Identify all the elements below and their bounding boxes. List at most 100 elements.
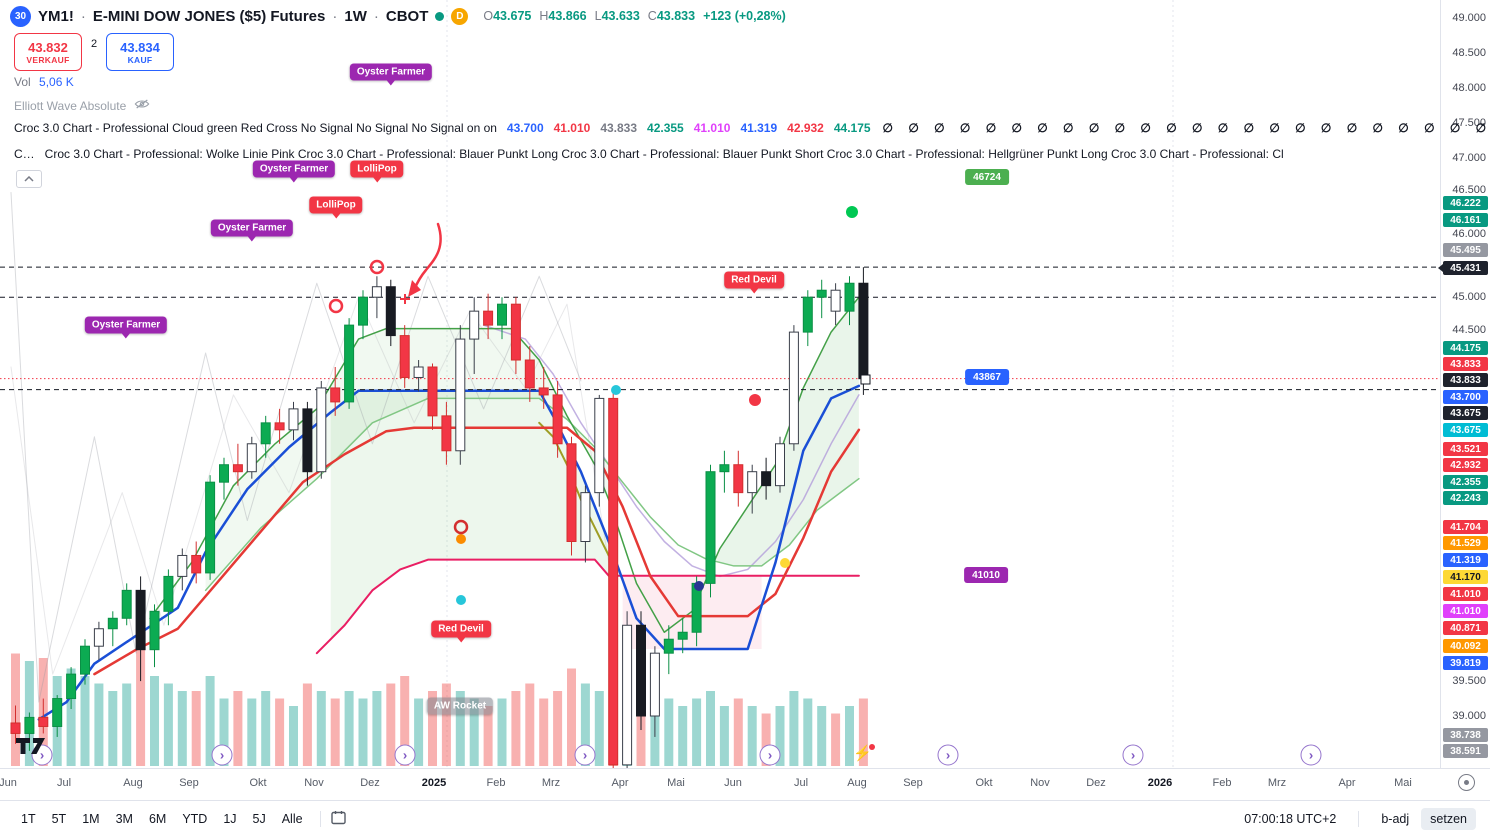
candle-body [816, 289, 827, 298]
candle-body [24, 716, 35, 734]
chart-label-tag[interactable]: Oyster Farmer [252, 160, 336, 183]
price-axis-label: 48.500 [1452, 47, 1486, 59]
volume-bar [205, 676, 215, 766]
price-axis-label: 44.500 [1452, 324, 1486, 336]
time-axis[interactable]: Jun Jul Aug Sep Okt Nov Dez 2025 Feb Mrz Apr Mai Jun… [0, 768, 1490, 800]
range-button-5T[interactable]: 5T [51, 811, 67, 826]
interval-button[interactable]: 1W [344, 7, 367, 25]
calendar-icon[interactable] [330, 810, 346, 828]
realtime-lightning-icon[interactable]: ⚡ [853, 745, 872, 762]
symbol-name[interactable]: YM1! [38, 7, 74, 25]
volume-bar [789, 691, 799, 766]
indicator-elliott-title: Elliott Wave Absolute [14, 98, 127, 113]
signal-circle [328, 298, 344, 314]
range-button-Alle[interactable]: Alle [281, 811, 303, 826]
bottom-toolbar: 1T 5T 1M 3M 6M YTD 1J 5J Alle 07:00:18 UTC+2 b-a… [0, 800, 1490, 836]
symbol-description[interactable]: E-MINI DOW JONES ($5) Futures [92, 7, 326, 25]
volume-bar [469, 698, 479, 766]
chart-canvas[interactable] [0, 0, 1440, 768]
toolbar-divider [1358, 810, 1360, 827]
chart-label-tag[interactable]: Oyster Farmer [84, 316, 168, 339]
jump-arrow-button[interactable]: › [211, 744, 233, 766]
price-axis-chip: 41.529 [1443, 536, 1488, 550]
close-value: 43.833 [656, 9, 696, 23]
candle-body [788, 331, 799, 445]
volume-bar [219, 698, 229, 766]
candle-body [219, 464, 229, 483]
tradingview-logo[interactable] [14, 736, 48, 760]
signal-dot [611, 385, 621, 395]
candle-body [705, 471, 716, 584]
collapse-indicators-button[interactable] [16, 170, 42, 188]
volume-bar [706, 691, 715, 766]
range-button-1J[interactable]: 1J [223, 811, 237, 826]
candle-body [38, 716, 49, 727]
candle-body [802, 296, 813, 333]
price-axis-label: 47.000 [1452, 152, 1486, 164]
volume-bar [344, 691, 354, 766]
open-value: 43.675 [493, 9, 532, 23]
title-separator: · [373, 7, 379, 25]
axis-target-icon[interactable] [1458, 774, 1475, 791]
indicator-croc-row[interactable]: Croc 3.0 Chart - Professional Cloud gree… [14, 121, 1490, 135]
time-axis-label: Nov [304, 777, 324, 789]
chart-label-tag[interactable]: LolliPop [309, 196, 363, 219]
time-axis-label: Mrz [1267, 777, 1287, 789]
clock-readout[interactable]: 07:00:18 UTC+2 [1244, 811, 1337, 826]
time-axis-label: Feb [1212, 777, 1232, 789]
setzen-button[interactable]: setzen [1421, 807, 1476, 830]
change-value: +123 (+0,28%) [703, 9, 786, 23]
market-status-dot-icon[interactable] [435, 11, 445, 21]
jump-arrow-button[interactable]: › [394, 744, 416, 766]
price-axis-label: 49.000 [1452, 12, 1486, 24]
volume-bar [122, 683, 132, 766]
price-axis[interactable]: 49.000 48.500 48.000 47.500 47.000 46.500 46.2… [1438, 0, 1490, 768]
jump-arrow-button[interactable]: › [937, 744, 959, 766]
jump-arrow-button[interactable]: › [759, 744, 781, 766]
chart-label-tag[interactable]: Red Devil [724, 271, 784, 294]
ohlc-readout: O 43.675 H 43.866 L 43.633 C 43.833 +123 (+0… [483, 9, 785, 23]
indicator-croc-value: 41.319 [740, 121, 778, 135]
price-axis-chip: 39.819 [1443, 656, 1488, 670]
indicator-croc-value: 43.700 [506, 121, 544, 135]
range-button-3M[interactable]: 3M [115, 811, 133, 826]
visibility-off-icon[interactable] [134, 98, 150, 113]
buy-button[interactable]: 43.834 KAUF [106, 33, 174, 71]
chart-label-tag[interactable]: LolliPop [350, 160, 404, 183]
indicator-elliott-row[interactable]: Elliott Wave Absolute [14, 98, 150, 113]
candle-body [677, 631, 688, 640]
price-axis-label: 39.500 [1452, 675, 1486, 687]
chart-label-tag[interactable]: Red Devil [431, 620, 491, 643]
volume-bar [108, 691, 118, 766]
plus-marker [400, 294, 410, 304]
indicator-cloud [330, 390, 609, 640]
range-button-1T[interactable]: 1T [21, 811, 36, 826]
sell-button[interactable]: 43.832 VERKAUF [14, 33, 82, 71]
candle-body [93, 628, 104, 647]
volume-bar [428, 691, 437, 766]
chart-label-tag[interactable]: AW Rocket [426, 697, 494, 715]
buy-price: 43.834 [120, 39, 160, 55]
range-button-YTD[interactable]: YTD [182, 811, 208, 826]
account-badge[interactable]: 30 [10, 5, 31, 27]
jump-arrow-button[interactable]: › [574, 744, 596, 766]
chart-label-tag[interactable]: Oyster Farmer [349, 63, 433, 86]
delayed-data-badge[interactable]: D [451, 7, 469, 25]
candle-body [316, 387, 327, 473]
range-button-5J[interactable]: 5J [252, 811, 266, 826]
chart-plot-area[interactable]: Oyster Farmer Oyster Farmer Oyster Farmer O… [0, 0, 1440, 768]
volume-bar [441, 683, 451, 766]
indicator-croc-row2[interactable]: C… Croc 3.0 Chart - Professional: Wolke L… [14, 147, 1384, 161]
range-button-6M[interactable]: 6M [148, 811, 167, 826]
jump-arrow-button[interactable]: › [1122, 744, 1144, 766]
volume-label: Vol [14, 75, 31, 89]
time-axis-label: Aug [123, 777, 143, 789]
jump-arrow-button[interactable]: › [1300, 744, 1322, 766]
indicator-line-red [93, 426, 861, 676]
chart-label-tag[interactable]: Oyster Farmer [210, 219, 294, 242]
volume-bar [817, 706, 827, 766]
price-axis-chip: 38.738 [1443, 728, 1488, 742]
range-button-1M[interactable]: 1M [82, 811, 100, 826]
adjustment-toggle[interactable]: b-adj [1381, 811, 1410, 826]
price-axis-chip: 41.319 [1443, 553, 1488, 567]
